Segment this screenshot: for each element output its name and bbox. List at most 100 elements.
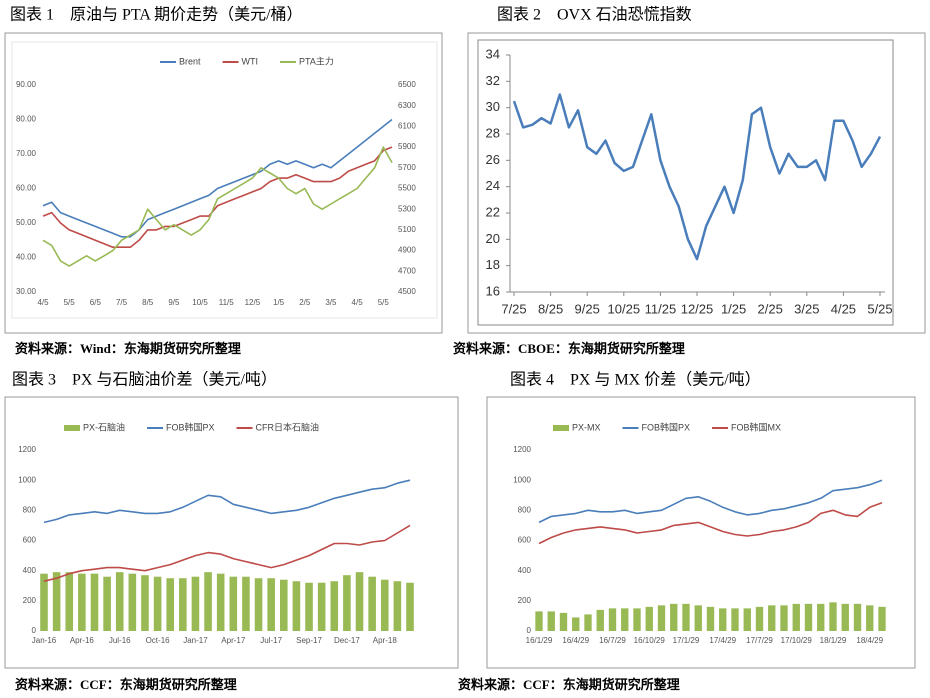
x-tick-label: 6/5: [90, 298, 102, 307]
x-tick-label: Jan-16: [32, 636, 57, 645]
x-tick-label: Jul-16: [109, 636, 131, 645]
x-tick-label: 10/5: [192, 298, 208, 307]
bar: [90, 573, 99, 631]
source-note: 资料来源：CCF：东海期货研究所整理: [458, 677, 680, 692]
line: [43, 479, 411, 524]
y-tick-label: 200: [518, 596, 532, 605]
bar: [608, 608, 617, 631]
x-tick-label: 16/4/29: [562, 636, 589, 645]
y-tick-label: 80.00: [16, 115, 37, 124]
bar: [768, 605, 776, 631]
plot-frame: [11, 41, 438, 319]
source-note: 资料来源：CBOE：东海期货研究所整理: [453, 341, 685, 356]
line: [512, 93, 882, 261]
bar: [633, 608, 641, 631]
bar: [755, 606, 764, 631]
y2-tick-label: 6500: [398, 80, 416, 89]
source-note: 资料来源：Wind：东海期货研究所整理: [15, 341, 241, 356]
bar: [115, 572, 124, 631]
bar: [657, 605, 666, 631]
bar: [254, 578, 263, 631]
bar: [65, 572, 74, 631]
bar: [52, 572, 61, 631]
legend-label: WTI: [242, 56, 259, 66]
y-tick-label: 200: [23, 596, 37, 605]
x-tick-label: Jan-17: [183, 636, 208, 645]
line: [42, 146, 393, 248]
y-tick-label: 1000: [513, 475, 531, 484]
y-tick-label: 18: [486, 257, 500, 272]
y-tick-label: 800: [23, 505, 37, 514]
x-tick-label: 8/5: [142, 298, 154, 307]
y-tick-label: 28: [486, 125, 500, 140]
bar: [817, 603, 825, 631]
source-note: 资料来源：CCF：东海期货研究所整理: [15, 677, 237, 692]
bar: [204, 572, 212, 631]
bar: [866, 605, 874, 631]
bar: [719, 608, 727, 631]
legend-swatch: [553, 425, 569, 431]
bar: [191, 576, 200, 631]
bar: [153, 576, 162, 631]
bar: [78, 573, 86, 631]
y-tick-label: 400: [518, 566, 532, 575]
bar: [166, 578, 174, 631]
bar: [596, 609, 604, 631]
bar: [547, 611, 555, 631]
x-tick-label: 2/25: [758, 301, 783, 316]
bar: [216, 573, 225, 631]
bar: [670, 603, 678, 631]
y-tick-label: 1000: [18, 475, 36, 484]
bar: [330, 581, 339, 631]
x-tick-label: 2/5: [299, 298, 311, 307]
y2-tick-label: 5700: [398, 163, 416, 172]
bar: [393, 581, 402, 631]
chart-title: 图表 3 PX 与石脑油价差（美元/吨）: [12, 371, 277, 389]
y-tick-label: 40.00: [16, 253, 37, 262]
x-tick-label: 5/5: [64, 298, 76, 307]
x-tick-label: 18/1/29: [820, 636, 847, 645]
y-tick-label: 600: [23, 536, 37, 545]
y-tick-label: 60.00: [16, 184, 37, 193]
y2-tick-label: 5300: [398, 204, 416, 213]
x-tick-label: 17/4/29: [709, 636, 736, 645]
bar: [559, 612, 568, 631]
legend-label: PX-MX: [572, 422, 601, 432]
chart-title: 图表 2 OVX 石油恐慌指数: [497, 6, 692, 24]
y-tick-label: 34: [486, 46, 500, 61]
line: [43, 524, 411, 582]
y-tick-label: 1200: [18, 445, 36, 454]
x-tick-label: 7/25: [501, 301, 526, 316]
y-tick-label: 800: [518, 505, 532, 514]
bar: [780, 605, 788, 631]
y2-tick-label: 6300: [398, 101, 416, 110]
bar: [280, 579, 288, 631]
x-tick-label: 3/5: [325, 298, 337, 307]
bar: [380, 579, 389, 631]
x-tick-label: Apr-17: [221, 636, 246, 645]
bar: [355, 572, 364, 631]
line: [42, 118, 393, 238]
y-tick-label: 70.00: [16, 149, 37, 158]
bar: [317, 582, 326, 631]
y-tick-label: 600: [518, 536, 532, 545]
bar: [141, 575, 149, 631]
bar: [621, 608, 629, 631]
x-tick-label: 11/25: [645, 301, 677, 316]
line: [538, 502, 883, 545]
line: [538, 479, 883, 524]
y-tick-label: 32: [486, 73, 500, 88]
x-tick-label: 5/25: [867, 301, 892, 316]
y-tick-label: 0: [32, 626, 37, 635]
legend-label: FOB韩国PX: [166, 421, 215, 432]
x-tick-label: 4/5: [352, 298, 364, 307]
bar: [829, 602, 837, 631]
panel: [486, 396, 916, 669]
bar: [292, 581, 301, 631]
x-tick-label: 1/25: [721, 301, 746, 316]
bar: [694, 605, 702, 631]
legend-label: FOB韩国PX: [642, 421, 691, 432]
x-tick-label: 16/10/29: [634, 636, 666, 645]
y-tick-label: 30.00: [16, 287, 37, 296]
